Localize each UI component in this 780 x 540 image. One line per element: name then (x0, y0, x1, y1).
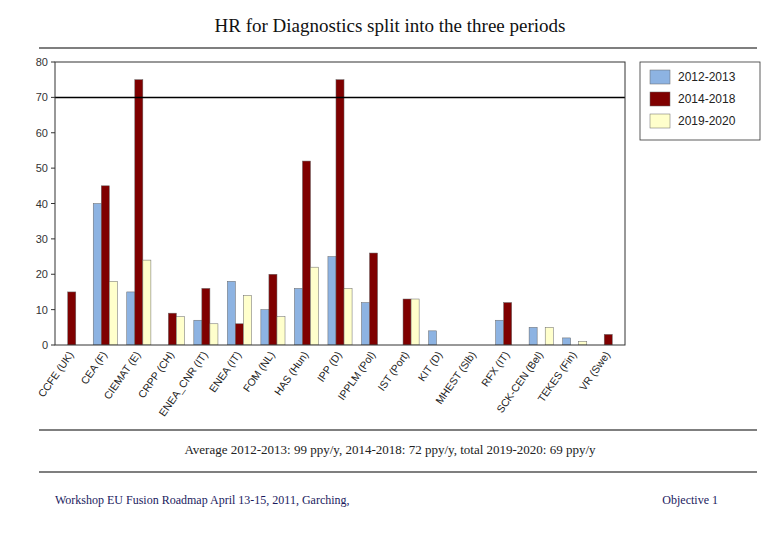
x-tick-label: CCFE (UK) (35, 349, 75, 399)
bar (336, 80, 344, 345)
x-tick-label: TEKES (Fin) (535, 349, 579, 404)
bar (294, 288, 302, 345)
bar (202, 288, 210, 345)
y-tick (51, 238, 55, 239)
bar (302, 161, 310, 345)
y-tick (51, 274, 55, 275)
bar (370, 253, 378, 345)
bar (227, 281, 235, 345)
separator (39, 47, 757, 49)
bar (604, 334, 612, 345)
y-tick (51, 62, 55, 63)
y-tick (51, 132, 55, 133)
y-tick-label: 10 (36, 304, 48, 316)
legend: 2012-2013 2014-2018 2019-2020 (640, 62, 760, 140)
bar (344, 288, 352, 345)
y-tick-label: 20 (36, 268, 48, 280)
bar (176, 317, 184, 345)
bar (403, 299, 411, 345)
y-tick-label: 30 (36, 233, 48, 245)
chart: HR for Diagnostics split into the three … (0, 0, 780, 540)
bar (429, 331, 437, 345)
y-tick (51, 203, 55, 204)
y-tick-label: 0 (42, 339, 48, 351)
y-tick-label: 70 (36, 91, 48, 103)
x-tick-label: IPPLM (Pol) (335, 349, 377, 402)
bar (361, 303, 369, 345)
bar (235, 324, 243, 345)
y-tick-label: 50 (36, 162, 48, 174)
bar (101, 186, 109, 345)
x-tick-label: HAS (Hun) (271, 349, 310, 397)
y-tick-label: 80 (36, 56, 48, 68)
bar (529, 327, 537, 345)
bar (127, 292, 135, 345)
x-tick-label: VR (Swe) (577, 349, 613, 393)
reference-line (55, 97, 625, 99)
y-tick (51, 168, 55, 169)
y-tick (51, 309, 55, 310)
annotation: Objective 1 (662, 493, 718, 507)
legend-label: 2014-2018 (678, 92, 736, 106)
x-tick-label: ENEA (IT) (206, 349, 243, 395)
bar (93, 204, 101, 346)
x-tick-label: IST (Port) (375, 349, 411, 393)
bar (109, 281, 117, 345)
y-tick-label: 40 (36, 198, 48, 210)
x-tick-label: RFX (IT) (479, 349, 512, 389)
title: HR for Diagnostics split into the three … (215, 15, 566, 36)
x-tick-label: CEA (F) (78, 349, 109, 386)
bar (168, 313, 176, 345)
x-tick-label: ENEA_CNR (IT) (156, 349, 210, 418)
bar (411, 299, 419, 345)
bar (563, 338, 571, 345)
plot-frame (55, 62, 625, 345)
y-tick (51, 345, 55, 346)
legend-swatch (650, 114, 670, 128)
bar (328, 257, 336, 345)
y-tick-label: 60 (36, 127, 48, 139)
bar (277, 317, 285, 345)
x-tick-label: KIT (D) (415, 349, 444, 383)
bar (545, 327, 553, 345)
bar (310, 267, 318, 345)
bar (135, 80, 143, 345)
annotation: Average 2012-2013: 99 ppy/y, 2014-2018: … (184, 442, 596, 457)
bar (210, 324, 218, 345)
x-tick-label: IPP (D) (314, 349, 343, 384)
x-tick-label: FOM (NL) (240, 349, 277, 394)
bar (496, 320, 504, 345)
bars (55, 80, 625, 345)
bar (261, 310, 269, 345)
x-tick-label: SCK-CEN (Bel) (494, 349, 545, 415)
legend-label: 2019-2020 (678, 114, 736, 128)
separator (39, 471, 757, 473)
bar (579, 341, 587, 345)
separator (39, 429, 757, 431)
legend-swatch (650, 92, 670, 106)
bar (68, 292, 76, 345)
y-tick (51, 97, 55, 98)
bar (143, 260, 151, 345)
bar (504, 303, 512, 345)
bar (269, 274, 277, 345)
legend-swatch (650, 70, 670, 84)
legend-label: 2012-2013 (678, 70, 736, 84)
legend-frame (640, 62, 760, 140)
bar (243, 295, 251, 345)
x-tick-label: MHEST (Slb) (433, 349, 478, 406)
annotation: Workshop EU Fusion Roadmap April 13-15, … (55, 493, 350, 507)
bar (194, 320, 202, 345)
